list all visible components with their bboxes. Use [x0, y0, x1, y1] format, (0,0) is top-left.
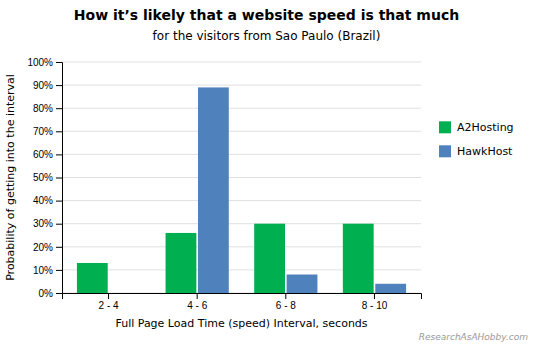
y-tick-mark	[56, 85, 62, 86]
bar	[287, 275, 318, 293]
y-tick: 70%	[33, 126, 62, 137]
grid-line	[62, 131, 421, 132]
y-tick-mark	[56, 224, 62, 225]
y-tick: 0%	[39, 288, 62, 299]
legend: A2Hosting HawkHost	[439, 121, 514, 158]
grid-line	[62, 177, 421, 178]
title: How it’s likely that a website speed is …	[74, 7, 459, 23]
y-tick-mark	[56, 62, 62, 63]
grid-line	[62, 62, 421, 63]
x-axis: 2 - 4 4 - 6 6 - 8 8 - 10	[63, 293, 422, 311]
y-tick-mark	[56, 108, 62, 109]
y-tick: 20%	[33, 242, 62, 253]
legend-swatch	[439, 145, 451, 157]
y-tick: 50%	[33, 172, 62, 183]
y-tick: 100%	[27, 57, 62, 68]
x-tick-label: 8 - 10	[362, 300, 388, 311]
bar	[166, 233, 197, 293]
legend-swatch	[439, 121, 451, 133]
x-tick-mark	[197, 293, 198, 299]
bar	[109, 293, 140, 294]
x-tick: 6 - 8	[276, 293, 296, 311]
grid-line	[62, 154, 421, 155]
legend-label: HawkHost	[457, 145, 513, 158]
x-tick-label: 6 - 8	[276, 300, 296, 311]
y-tick-label: 40%	[33, 195, 53, 206]
bar	[375, 284, 406, 293]
x-axis-line	[63, 294, 422, 300]
y-tick-mark	[56, 131, 62, 132]
series	[198, 87, 406, 293]
y-tick-mark	[56, 154, 62, 155]
plot: 0% 10% 20% 30% 40% 50% 60% 70% 80% 90% 100% 2 - 4 4 …	[27, 57, 421, 311]
y-tick: 10%	[33, 265, 62, 276]
bar	[198, 87, 229, 293]
y-tick-label: 90%	[33, 80, 53, 91]
y-tick: 40%	[33, 195, 62, 206]
y-tick-label: 30%	[33, 218, 53, 229]
y-tick-label: 20%	[33, 242, 53, 253]
legend-label: A2Hosting	[457, 121, 514, 134]
x-tick: 2 - 4	[99, 293, 119, 311]
y-tick-label: 0%	[39, 288, 54, 299]
bars	[77, 87, 406, 293]
y-tick-label: 70%	[33, 126, 53, 137]
y-tick-label: 60%	[33, 149, 53, 160]
x-tick-label: 2 - 4	[99, 300, 119, 311]
y-tick-label: 100%	[27, 57, 53, 68]
y-tick: 90%	[33, 80, 62, 91]
y-tick-mark	[56, 178, 62, 179]
x-tick-mark	[285, 293, 286, 299]
y-axis: 0% 10% 20% 30% 40% 50% 60% 70% 80% 90% 100%	[27, 57, 62, 299]
bar	[77, 263, 108, 293]
x-tick-mark	[108, 293, 109, 299]
y-tick-mark	[56, 247, 62, 248]
annotation: ResearchAsAHobby.com	[419, 332, 529, 342]
grid	[62, 62, 421, 293]
y-tick-label: 50%	[33, 172, 53, 183]
y-tick-mark	[56, 201, 62, 202]
legend-item: A2Hosting	[439, 121, 514, 134]
y-tick-label: 10%	[33, 265, 53, 276]
bar	[254, 224, 285, 293]
x-axis-title: Full Page Load Time (speed) Interval, se…	[115, 317, 367, 330]
grid-line	[62, 200, 421, 201]
y-tick-mark	[56, 270, 62, 271]
chart: How it’s likely that a website speed is …	[0, 0, 533, 345]
y-tick: 80%	[33, 103, 62, 114]
legend-item: HawkHost	[439, 145, 513, 158]
y-tick-mark	[56, 293, 62, 294]
bar	[343, 224, 374, 293]
grid-line	[62, 85, 421, 86]
x-tick: 8 - 10	[362, 293, 388, 311]
y-axis-title: Probability of getting into the interval	[4, 74, 17, 281]
subtitle: for the visitors from Sao Paulo (Brazil)	[153, 29, 381, 43]
y-tick-label: 80%	[33, 103, 53, 114]
x-tick: 4 - 6	[187, 293, 207, 311]
y-axis-line	[56, 63, 63, 294]
y-tick: 60%	[33, 149, 62, 160]
x-tick-label: 4 - 6	[187, 300, 207, 311]
y-tick: 30%	[33, 218, 62, 229]
x-tick-mark	[374, 293, 375, 299]
grid-line	[62, 108, 421, 109]
